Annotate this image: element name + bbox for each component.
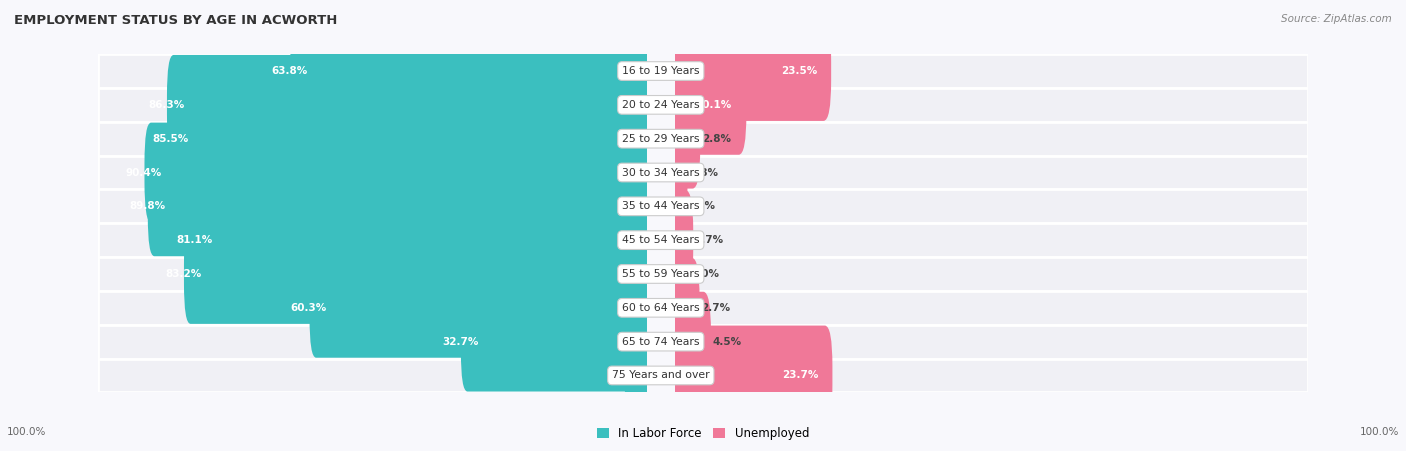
Text: 0.8%: 0.8%	[689, 167, 718, 178]
Text: 2.7%: 2.7%	[702, 303, 731, 313]
FancyBboxPatch shape	[148, 156, 654, 256]
Text: 86.3%: 86.3%	[148, 100, 184, 110]
Text: 16 to 19 Years: 16 to 19 Years	[621, 66, 700, 76]
FancyBboxPatch shape	[668, 89, 700, 189]
Text: 60 to 64 Years: 60 to 64 Years	[621, 303, 700, 313]
Text: 100.0%: 100.0%	[1360, 428, 1399, 437]
Text: 2.8%: 2.8%	[620, 370, 650, 381]
Text: 20 to 24 Years: 20 to 24 Years	[621, 100, 700, 110]
FancyBboxPatch shape	[668, 156, 685, 256]
Text: 63.8%: 63.8%	[271, 66, 308, 76]
Text: 90.4%: 90.4%	[125, 167, 162, 178]
Text: Source: ZipAtlas.com: Source: ZipAtlas.com	[1281, 14, 1392, 23]
FancyBboxPatch shape	[167, 55, 654, 155]
Text: 10.1%: 10.1%	[696, 100, 733, 110]
FancyBboxPatch shape	[668, 224, 689, 324]
FancyBboxPatch shape	[291, 21, 654, 121]
Text: 45 to 54 Years: 45 to 54 Years	[621, 235, 700, 245]
FancyBboxPatch shape	[98, 325, 647, 359]
Text: 55 to 59 Years: 55 to 59 Years	[621, 269, 700, 279]
Text: 30 to 34 Years: 30 to 34 Years	[621, 167, 700, 178]
Text: 25 to 29 Years: 25 to 29 Years	[621, 133, 700, 144]
FancyBboxPatch shape	[675, 122, 1308, 156]
FancyBboxPatch shape	[675, 359, 1308, 392]
Text: 0.3%: 0.3%	[686, 201, 716, 212]
FancyBboxPatch shape	[675, 325, 1308, 359]
FancyBboxPatch shape	[195, 190, 654, 290]
FancyBboxPatch shape	[184, 224, 654, 324]
FancyBboxPatch shape	[98, 88, 647, 122]
Text: 100.0%: 100.0%	[7, 428, 46, 437]
FancyBboxPatch shape	[675, 54, 1308, 88]
Text: 23.5%: 23.5%	[780, 66, 817, 76]
Text: 23.7%: 23.7%	[782, 370, 818, 381]
Text: 1.7%: 1.7%	[695, 235, 724, 245]
FancyBboxPatch shape	[668, 190, 693, 290]
FancyBboxPatch shape	[675, 189, 1308, 223]
FancyBboxPatch shape	[461, 292, 654, 391]
FancyBboxPatch shape	[98, 359, 647, 392]
FancyBboxPatch shape	[98, 54, 647, 88]
FancyBboxPatch shape	[668, 258, 700, 358]
FancyBboxPatch shape	[98, 189, 647, 223]
FancyBboxPatch shape	[668, 55, 747, 155]
Text: 2.8%: 2.8%	[702, 133, 731, 144]
FancyBboxPatch shape	[675, 88, 1308, 122]
FancyBboxPatch shape	[145, 123, 654, 222]
FancyBboxPatch shape	[675, 257, 1308, 291]
Text: 89.8%: 89.8%	[129, 201, 166, 212]
FancyBboxPatch shape	[675, 156, 1308, 189]
FancyBboxPatch shape	[668, 123, 688, 222]
FancyBboxPatch shape	[624, 326, 654, 425]
Text: 65 to 74 Years: 65 to 74 Years	[621, 336, 700, 347]
Text: 4.5%: 4.5%	[713, 336, 742, 347]
Text: EMPLOYMENT STATUS BY AGE IN ACWORTH: EMPLOYMENT STATUS BY AGE IN ACWORTH	[14, 14, 337, 27]
Text: 32.7%: 32.7%	[441, 336, 478, 347]
FancyBboxPatch shape	[98, 257, 647, 291]
Text: 60.3%: 60.3%	[291, 303, 328, 313]
FancyBboxPatch shape	[98, 291, 647, 325]
FancyBboxPatch shape	[172, 89, 654, 189]
FancyBboxPatch shape	[668, 326, 832, 425]
FancyBboxPatch shape	[98, 156, 647, 189]
Text: 35 to 44 Years: 35 to 44 Years	[621, 201, 700, 212]
Text: 85.5%: 85.5%	[153, 133, 188, 144]
Text: 83.2%: 83.2%	[166, 269, 201, 279]
FancyBboxPatch shape	[309, 258, 654, 358]
Text: 81.1%: 81.1%	[177, 235, 214, 245]
FancyBboxPatch shape	[675, 291, 1308, 325]
FancyBboxPatch shape	[668, 292, 711, 391]
Text: 75 Years and over: 75 Years and over	[612, 370, 710, 381]
FancyBboxPatch shape	[98, 223, 647, 257]
FancyBboxPatch shape	[675, 223, 1308, 257]
FancyBboxPatch shape	[98, 122, 647, 156]
FancyBboxPatch shape	[668, 21, 831, 121]
Text: 1.0%: 1.0%	[690, 269, 720, 279]
Legend: In Labor Force, Unemployed: In Labor Force, Unemployed	[592, 423, 814, 445]
